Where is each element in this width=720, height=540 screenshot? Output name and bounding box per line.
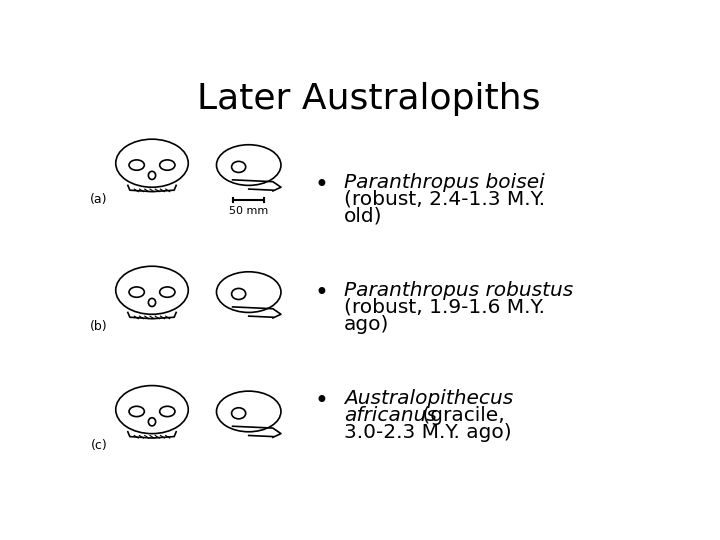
Text: •: • xyxy=(315,173,328,197)
Text: •: • xyxy=(315,389,328,413)
Text: old): old) xyxy=(344,207,382,226)
Text: africanus: africanus xyxy=(344,406,437,425)
Text: (robust, 2.4-1.3 M.Y.: (robust, 2.4-1.3 M.Y. xyxy=(344,190,545,209)
Text: 3.0-2.3 M.Y. ago): 3.0-2.3 M.Y. ago) xyxy=(344,423,511,442)
Text: (robust, 1.9-1.6 M.Y.: (robust, 1.9-1.6 M.Y. xyxy=(344,298,545,317)
Text: Australopithecus: Australopithecus xyxy=(344,389,513,408)
Text: Later Australopiths: Later Australopiths xyxy=(197,82,541,116)
Text: Paranthropus robustus: Paranthropus robustus xyxy=(344,281,573,300)
Text: 50 mm: 50 mm xyxy=(229,206,269,217)
Text: Paranthropus boisei: Paranthropus boisei xyxy=(344,173,544,192)
Text: (a): (a) xyxy=(90,193,108,206)
Text: (c): (c) xyxy=(91,439,108,452)
Text: (b): (b) xyxy=(90,320,108,333)
Text: •: • xyxy=(315,281,328,305)
Text: ago): ago) xyxy=(344,315,390,334)
Text: (gracile,: (gracile, xyxy=(416,406,505,425)
